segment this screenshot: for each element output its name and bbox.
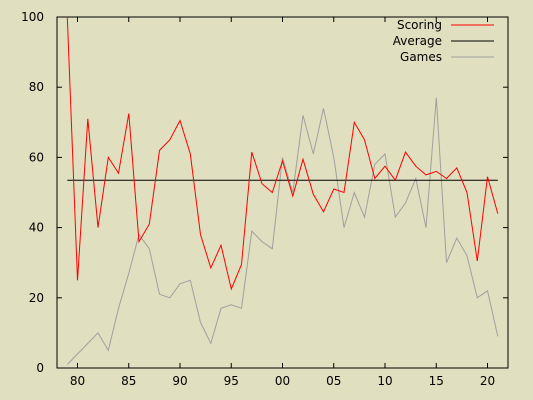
y-tick-label: 40 (29, 221, 44, 235)
x-tick-label: 20 (480, 374, 495, 388)
x-tick-label: 15 (429, 374, 444, 388)
x-tick-label: 80 (70, 374, 85, 388)
series-line-games (66, 97, 499, 365)
x-tick-label: 10 (377, 374, 392, 388)
y-tick-label: 20 (29, 291, 44, 305)
legend: Scoring Average Games (393, 18, 494, 64)
y-tick-label: 100 (21, 10, 44, 24)
x-tick-label: 95 (224, 374, 239, 388)
series-line-scoring (66, 16, 499, 291)
y-tick-label: 80 (29, 80, 44, 94)
y-axis: 0 20 40 60 80 100 (21, 10, 508, 375)
x-tick-label: 05 (326, 374, 341, 388)
x-tick-label: 00 (275, 374, 290, 388)
legend-label-average: Average (393, 34, 442, 48)
y-tick-label: 0 (36, 361, 44, 375)
y-tick-label: 60 (29, 150, 44, 164)
x-tick-label: 85 (121, 374, 136, 388)
legend-label-scoring: Scoring (397, 18, 442, 32)
legend-label-games: Games (400, 50, 442, 64)
x-tick-label: 90 (172, 374, 187, 388)
plot-area (56, 16, 509, 369)
x-axis: 80 85 90 95 00 05 10 15 20 (70, 17, 495, 388)
series-lines (66, 16, 499, 365)
